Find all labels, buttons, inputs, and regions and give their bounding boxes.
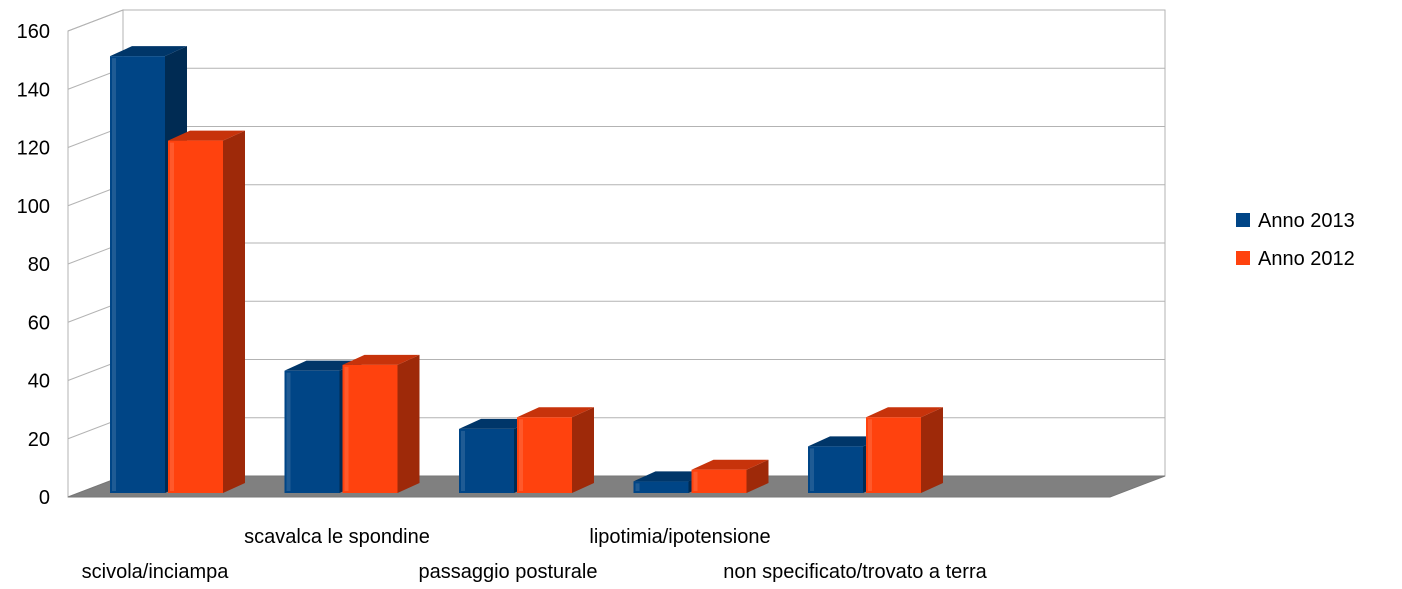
bar-front: [633, 481, 689, 493]
bar-highlight: [344, 366, 349, 491]
bar-side: [921, 407, 943, 493]
bar-highlight: [635, 483, 640, 491]
gridline: [67, 9, 1165, 32]
y-tick-label: 80: [28, 254, 50, 276]
x-tick-label: passaggio posturale: [418, 561, 597, 583]
legend: Anno 2013 Anno 2012: [1236, 210, 1355, 270]
bars: [110, 46, 943, 493]
bar-top: [517, 407, 594, 418]
bar-highlight: [693, 471, 698, 491]
y-tick-label: 160: [17, 21, 50, 43]
y-axis-ticks: 0 20 40 60 80 100 120 140 160: [17, 21, 50, 509]
bar-front: [342, 364, 398, 493]
bar-front: [866, 417, 921, 493]
bar: [342, 354, 420, 493]
x-tick-label: scivola/inciampa: [82, 561, 230, 583]
bar: [866, 407, 943, 493]
bar-front: [110, 56, 165, 493]
bar: [168, 130, 245, 493]
bar-front: [459, 428, 514, 493]
bar-highlight: [519, 419, 523, 491]
bar: [691, 459, 769, 493]
y-tick-label: 0: [39, 487, 50, 509]
y-tick-label: 60: [28, 312, 50, 334]
x-tick-label: lipotimia/ipotensione: [589, 526, 770, 548]
legend-label: Anno 2013: [1258, 210, 1355, 232]
bar-highlight: [868, 419, 872, 491]
bar-side: [223, 130, 245, 493]
bar-highlight: [112, 58, 116, 491]
bar-front: [808, 446, 863, 493]
y-tick-label: 120: [17, 138, 50, 160]
legend-label: Anno 2012: [1258, 248, 1355, 270]
bar-top: [866, 407, 943, 418]
legend-swatch: [1236, 213, 1250, 227]
bar-front: [691, 469, 747, 493]
bar-highlight: [461, 430, 465, 491]
bar-top: [168, 130, 245, 141]
bar-highlight: [286, 372, 291, 491]
bar-highlight: [810, 448, 814, 491]
bar-top: [284, 360, 362, 371]
bar-top: [691, 459, 769, 470]
bar-front: [517, 417, 572, 493]
y-tick-label: 40: [28, 371, 50, 393]
bar-side: [746, 459, 769, 493]
bar-top: [808, 436, 885, 447]
x-tick-label: scavalca le spondine: [244, 526, 430, 548]
bar-highlight: [170, 142, 174, 491]
x-axis-labels: scivola/inciampa scavalca le spondine pass…: [82, 526, 988, 583]
bar: [517, 407, 594, 493]
bar-front: [284, 370, 340, 493]
bar-front: [168, 140, 223, 493]
legend-swatch: [1236, 251, 1250, 265]
bar-top: [459, 418, 536, 429]
y-tick-label: 100: [17, 196, 50, 218]
x-tick-label: non specificato/trovato a terra: [723, 561, 987, 583]
bar-top: [633, 471, 711, 482]
bar-side: [572, 407, 594, 493]
y-tick-label: 140: [17, 79, 50, 101]
bar-top: [342, 354, 420, 365]
y-tick-label: 20: [28, 429, 50, 451]
bar-top: [110, 46, 187, 57]
bar-side: [397, 354, 420, 493]
